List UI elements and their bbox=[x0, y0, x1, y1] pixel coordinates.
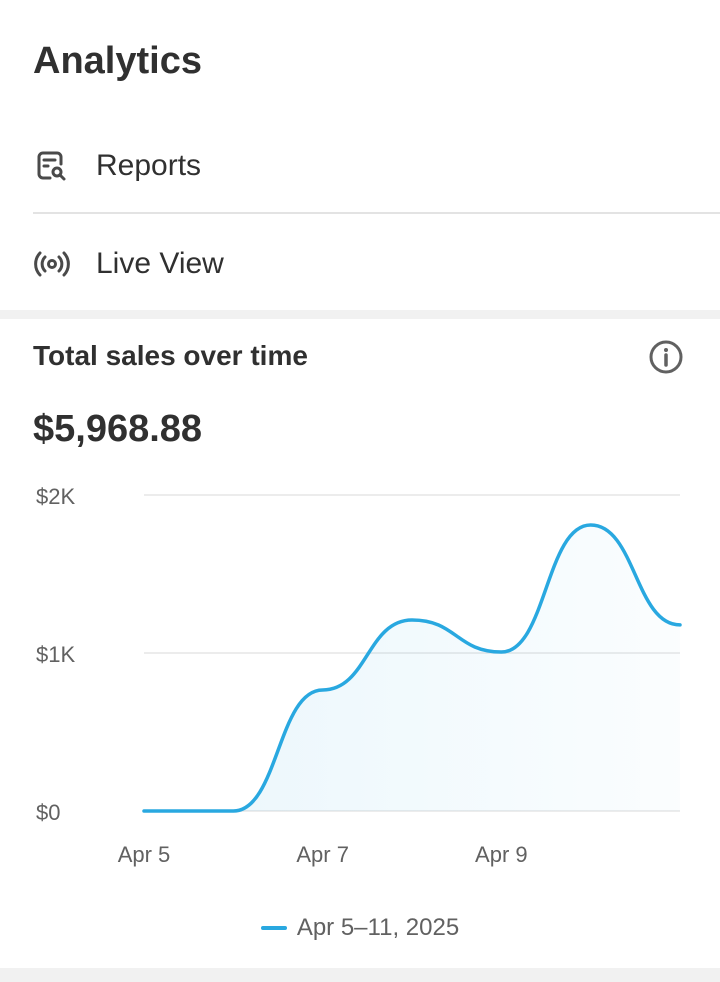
legend-label: Apr 5–11, 2025 bbox=[296, 914, 460, 941]
nav-item-label: Reports bbox=[96, 148, 202, 182]
y-tick-label: $0 bbox=[36, 800, 60, 825]
area-fill bbox=[144, 525, 680, 811]
page-title: Analytics bbox=[33, 40, 202, 82]
nav-item-label: Live View bbox=[96, 246, 224, 280]
section-separator bbox=[0, 310, 720, 319]
series-line bbox=[142, 523, 682, 813]
nav-item-reports[interactable]: Reports bbox=[0, 117, 720, 214]
total-sales-value: $5,968.88 bbox=[33, 408, 203, 450]
sales-chart: $0 $1K $2K Apr 5 Apr 7 Apr 9 bbox=[36, 484, 682, 867]
card-title: Total sales over time bbox=[33, 340, 308, 371]
section-separator bbox=[0, 968, 720, 982]
broadcast-icon bbox=[34, 251, 70, 276]
info-icon[interactable] bbox=[648, 339, 684, 375]
x-tick-label: Apr 7 bbox=[296, 842, 349, 867]
chart-legend: Apr 5–11, 2025 bbox=[0, 914, 720, 942]
report-search-icon bbox=[37, 151, 66, 180]
legend-swatch bbox=[260, 926, 287, 930]
y-tick-label: $2K bbox=[36, 484, 75, 509]
x-tick-label: Apr 9 bbox=[475, 842, 528, 867]
divider bbox=[33, 212, 720, 214]
y-tick-label: $1K bbox=[36, 642, 75, 667]
x-tick-label: Apr 5 bbox=[118, 842, 171, 867]
nav-item-live-view[interactable]: Live View bbox=[0, 215, 720, 312]
